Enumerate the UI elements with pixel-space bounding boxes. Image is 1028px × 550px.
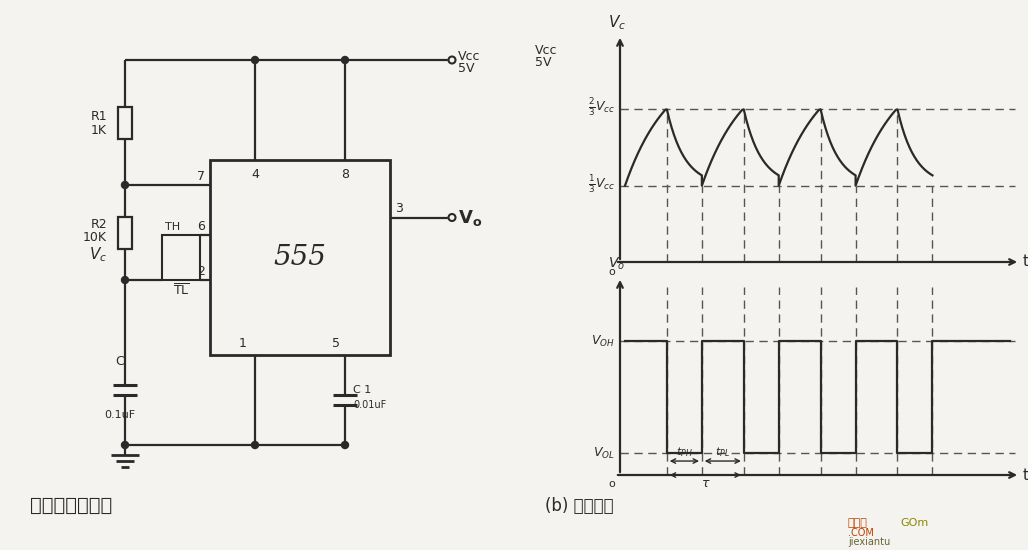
Text: 555: 555	[273, 244, 327, 271]
Circle shape	[448, 57, 455, 63]
Text: t: t	[1023, 255, 1028, 270]
Text: $\frac{1}{3}V_{cc}$: $\frac{1}{3}V_{cc}$	[588, 173, 615, 195]
Text: R2: R2	[90, 218, 107, 231]
Text: 0.01uF: 0.01uF	[353, 400, 387, 410]
Text: (b) 工作波形: (b) 工作波形	[545, 497, 614, 515]
Text: TH: TH	[166, 222, 180, 232]
Bar	[118, 107, 132, 139]
Bar	[210, 160, 390, 355]
Text: 10K: 10K	[83, 231, 107, 244]
Text: $t_{PL}$: $t_{PL}$	[715, 446, 730, 459]
Circle shape	[121, 442, 128, 448]
Text: $V_{OH}$: $V_{OH}$	[591, 334, 615, 349]
Bar	[118, 217, 132, 249]
Text: 5V: 5V	[535, 56, 551, 69]
Text: 7: 7	[197, 170, 205, 183]
Text: C 1: C 1	[353, 385, 371, 395]
Circle shape	[341, 57, 348, 63]
Text: 多谐振荡器电路: 多谐振荡器电路	[30, 496, 112, 515]
Text: t: t	[1023, 468, 1028, 482]
Text: jiexiantu: jiexiantu	[848, 537, 890, 547]
Text: 1K: 1K	[91, 124, 107, 137]
Text: C: C	[115, 355, 124, 368]
Bar	[162, 235, 200, 280]
Text: $V_o$: $V_o$	[609, 256, 625, 272]
Text: 6: 6	[197, 220, 205, 233]
Text: 4: 4	[251, 168, 259, 181]
Text: $\overline{\rm TL}$: $\overline{\rm TL}$	[173, 283, 189, 299]
Text: 5: 5	[332, 337, 340, 350]
Text: $\tau$: $\tau$	[700, 477, 710, 490]
Text: 8: 8	[341, 168, 348, 181]
Circle shape	[448, 214, 455, 221]
Text: $t_{PH}$: $t_{PH}$	[676, 446, 693, 459]
Text: Vcc: Vcc	[458, 51, 480, 63]
Text: $\frac{2}{3}V_{cc}$: $\frac{2}{3}V_{cc}$	[588, 96, 615, 118]
Text: .COM: .COM	[848, 528, 874, 538]
Text: o: o	[609, 479, 615, 489]
Circle shape	[341, 442, 348, 448]
Text: o: o	[609, 267, 615, 277]
Text: $V_{OL}$: $V_{OL}$	[593, 446, 615, 460]
Text: 2: 2	[197, 265, 205, 278]
Circle shape	[121, 277, 128, 283]
Circle shape	[252, 442, 258, 448]
Text: $V_c$: $V_c$	[88, 245, 107, 264]
Circle shape	[252, 57, 258, 63]
Text: $V_c$: $V_c$	[608, 13, 626, 32]
Text: 1: 1	[240, 337, 247, 350]
Text: $\mathbf{V_o}$: $\mathbf{V_o}$	[458, 207, 482, 228]
Text: 5V: 5V	[458, 63, 475, 75]
Circle shape	[121, 182, 128, 189]
Text: Vcc: Vcc	[535, 43, 557, 57]
Text: 0.1uF: 0.1uF	[105, 410, 136, 420]
Text: GOm: GOm	[900, 518, 928, 528]
Text: 3: 3	[395, 201, 403, 214]
Text: R1: R1	[90, 110, 107, 123]
Text: 接线图: 接线图	[848, 518, 868, 528]
